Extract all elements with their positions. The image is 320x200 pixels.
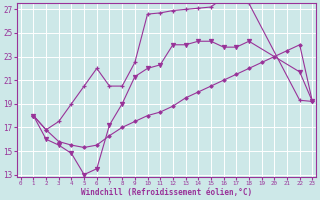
X-axis label: Windchill (Refroidissement éolien,°C): Windchill (Refroidissement éolien,°C): [81, 188, 252, 197]
